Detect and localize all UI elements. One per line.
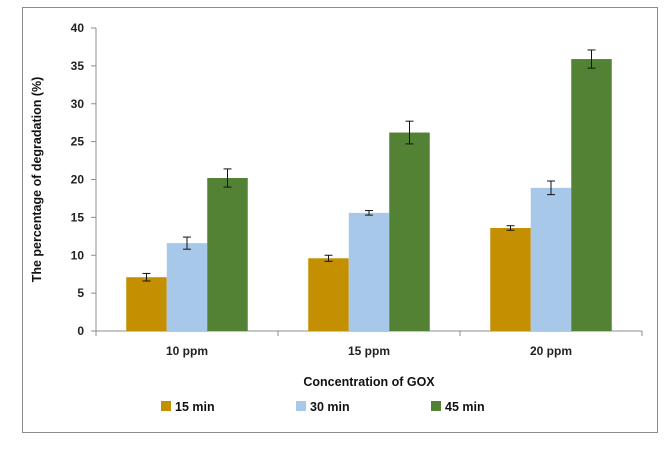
y-tick-label: 15 bbox=[71, 210, 85, 224]
bar-30-min-20-ppm bbox=[530, 187, 572, 331]
bar-15-min-10-ppm bbox=[126, 277, 167, 331]
bar-45-min-10-ppm bbox=[207, 177, 248, 331]
y-axis-title: The percentage of degradation (%) bbox=[30, 77, 44, 283]
bar-45-min-20-ppm bbox=[571, 59, 612, 332]
x-tick-label: 15 ppm bbox=[348, 344, 390, 358]
y-tick-label: 20 bbox=[71, 173, 85, 187]
legend-swatch bbox=[431, 401, 441, 411]
bars bbox=[126, 59, 612, 332]
bar-30-min-15-ppm bbox=[348, 212, 390, 331]
y-tick-label: 10 bbox=[71, 248, 85, 262]
x-tick-label: 20 ppm bbox=[530, 344, 572, 358]
legend-label: 15 min bbox=[175, 400, 215, 414]
y-tick-label: 35 bbox=[71, 59, 85, 73]
y-tick-label: 40 bbox=[71, 21, 85, 35]
x-axis-title: Concentration of GOX bbox=[303, 375, 435, 389]
x-axis: 10 ppm 15 ppm 20 ppm bbox=[95, 330, 643, 358]
legend-label: 45 min bbox=[445, 400, 485, 414]
legend: 15 min 30 min 45 min bbox=[161, 400, 485, 414]
legend-swatch bbox=[296, 401, 306, 411]
y-tick-label: 0 bbox=[77, 324, 84, 338]
bar-30-min-10-ppm bbox=[166, 243, 208, 331]
bar-45-min-15-ppm bbox=[389, 132, 430, 331]
error-bars bbox=[142, 49, 596, 282]
y-tick-label: 25 bbox=[71, 135, 85, 149]
bar-15-min-20-ppm bbox=[490, 227, 531, 331]
chart-frame bbox=[22, 7, 658, 433]
bar-15-min-15-ppm bbox=[308, 258, 349, 331]
y-axis: 0 5 10 15 20 25 30 35 40 bbox=[71, 21, 97, 338]
legend-label: 30 min bbox=[310, 400, 350, 414]
y-tick-label: 5 bbox=[77, 286, 84, 300]
y-tick-label: 30 bbox=[71, 97, 85, 111]
legend-swatch bbox=[161, 401, 171, 411]
x-tick-label: 10 ppm bbox=[166, 344, 208, 358]
